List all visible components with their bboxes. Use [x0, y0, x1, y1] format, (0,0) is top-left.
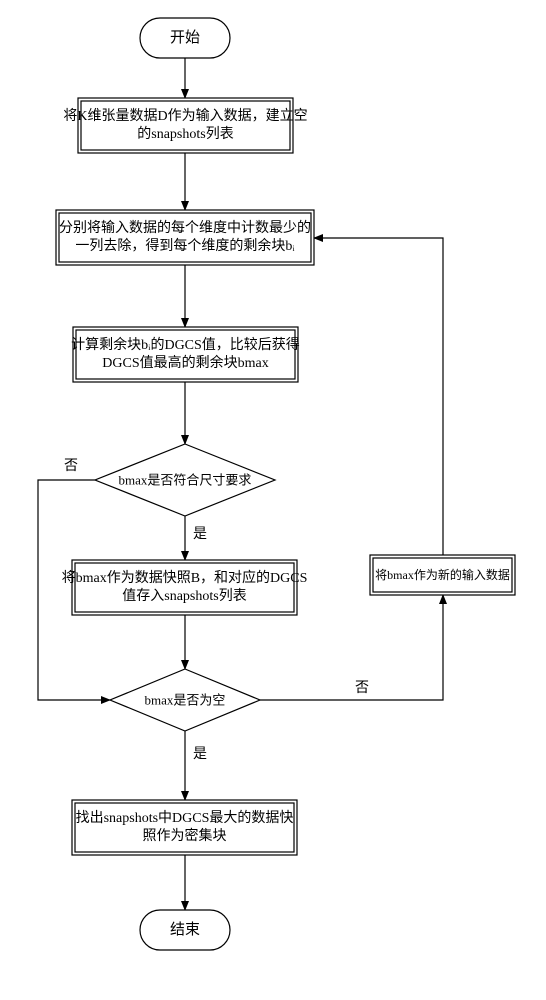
n6-line-0: 将bmax作为新的输入数据 — [375, 567, 510, 582]
branch-d1_yes: 是 — [193, 527, 207, 542]
d1-label: bmax是否符合尺寸要求 — [119, 473, 252, 488]
n5-line-1: 照作为密集块 — [143, 827, 227, 844]
d2-label: bmax是否为空 — [145, 693, 226, 708]
n4-line-0: 将bmax作为数据快照B，和对应的DGCS — [62, 569, 308, 586]
edge-10 — [314, 238, 443, 555]
n5-line-0: 找出snapshots中DGCS最大的数据快 — [76, 810, 294, 826]
end-label: 结束 — [170, 921, 200, 938]
n1-line-1: 的snapshots列表 — [137, 126, 233, 142]
branch-d2_yes: 是 — [193, 747, 207, 762]
n3-line-1: DGCS值最高的剩余块bmax — [102, 354, 268, 371]
branch-d1_no: 否 — [64, 459, 78, 474]
n3-line-0: 计算剩余块bᵢ的DGCS值，比较后获得 — [71, 336, 300, 353]
n4-line-1: 值存入snapshots列表 — [122, 588, 246, 604]
start-label: 开始 — [170, 29, 200, 46]
n2-line-1: 一列去除，得到每个维度的剩余块bᵢ — [75, 237, 295, 254]
n2-line-0: 分别将输入数据的每个维度中计数最少的 — [59, 220, 311, 236]
branch-d2_no: 否 — [355, 681, 369, 696]
n1-line-0: 将K维张量数据D作为输入数据，建立空 — [63, 108, 307, 124]
